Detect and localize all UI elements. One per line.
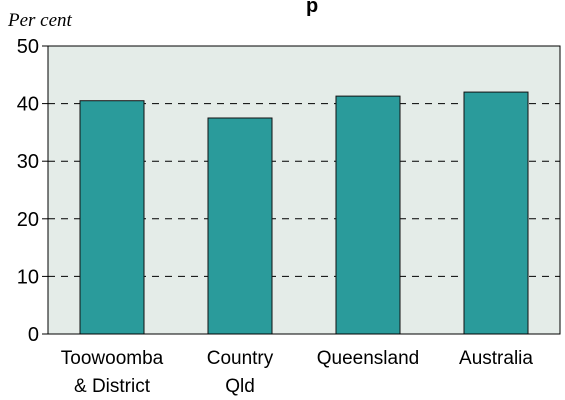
x-category-label: Toowoomba [61,348,164,369]
bar [207,117,273,335]
x-category-label: Australia [459,348,533,369]
x-axis-labels: Toowoomba & District Country Qld Queensland A… [61,348,534,397]
y-tick-label: 10 [17,266,39,288]
chart-title-fragment: p [306,0,318,17]
bar [463,91,529,335]
y-axis-ticks: 0 10 20 30 40 50 [17,36,48,346]
x-category-label: & District [74,376,151,397]
bar [335,95,401,335]
bars [79,91,529,335]
y-tick-label: 50 [17,36,39,58]
plot-frame [47,45,561,335]
x-category-label: Queensland [317,348,419,369]
bar [79,100,145,335]
x-category-label: Country [207,348,274,369]
y-axis-unit-label: Per cent [7,10,73,31]
x-category-label: Qld [225,376,255,397]
y-tick-label: 40 [17,94,39,116]
y-tick-label: 20 [17,209,39,231]
y-tick-label: 0 [28,324,39,346]
y-tick-label: 30 [17,151,39,173]
